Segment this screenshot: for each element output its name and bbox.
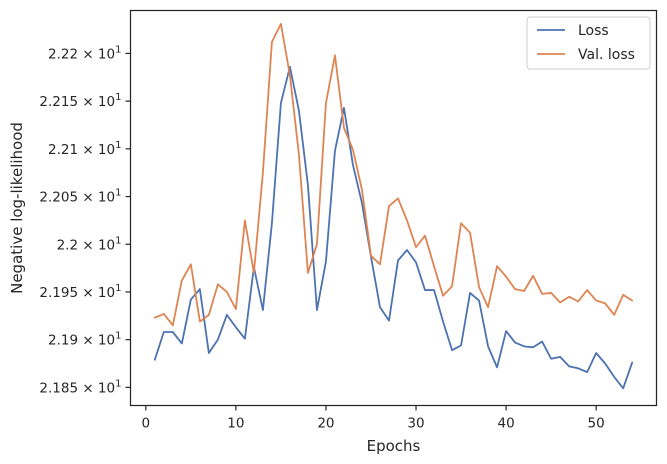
legend-label-loss: Loss [578,23,609,39]
y-tick-label: 2.185 × 101 [39,378,121,396]
legend: Loss Val. loss [526,16,651,70]
x-tick-label: 50 [588,416,605,432]
y-tick-label: 2.2 × 101 [57,235,122,253]
x-tick-label: 40 [497,416,514,432]
y-tick-label: 2.205 × 101 [39,188,121,206]
series-line-1 [153,22,634,327]
y-tick-label: 2.21 × 101 [48,140,122,158]
y-axis-label: Negative log-likelihood [8,122,26,294]
series-layer [153,22,634,390]
x-axis-label: Epochs [367,437,421,455]
legend-label-val-loss: Val. loss [578,47,635,63]
x-tick-label: 10 [227,416,244,432]
y-tick-label: 2.195 × 101 [39,283,121,301]
y-tick-label: 2.215 × 101 [39,92,121,110]
y-tick-label: 2.22 × 101 [48,44,122,62]
y-axis-ticks: 2.185 × 101 2.19 × 101 2.195 × 101 2.2 × 10… [39,44,131,396]
series-line-0 [153,65,634,390]
x-tick-label: 20 [317,416,334,432]
y-tick-label: 2.19 × 101 [48,331,122,349]
x-tick-label: 0 [142,416,151,432]
plot-frame [129,9,658,407]
x-tick-label: 30 [407,416,424,432]
x-axis-ticks: 0 10 20 30 40 50 [142,405,605,432]
